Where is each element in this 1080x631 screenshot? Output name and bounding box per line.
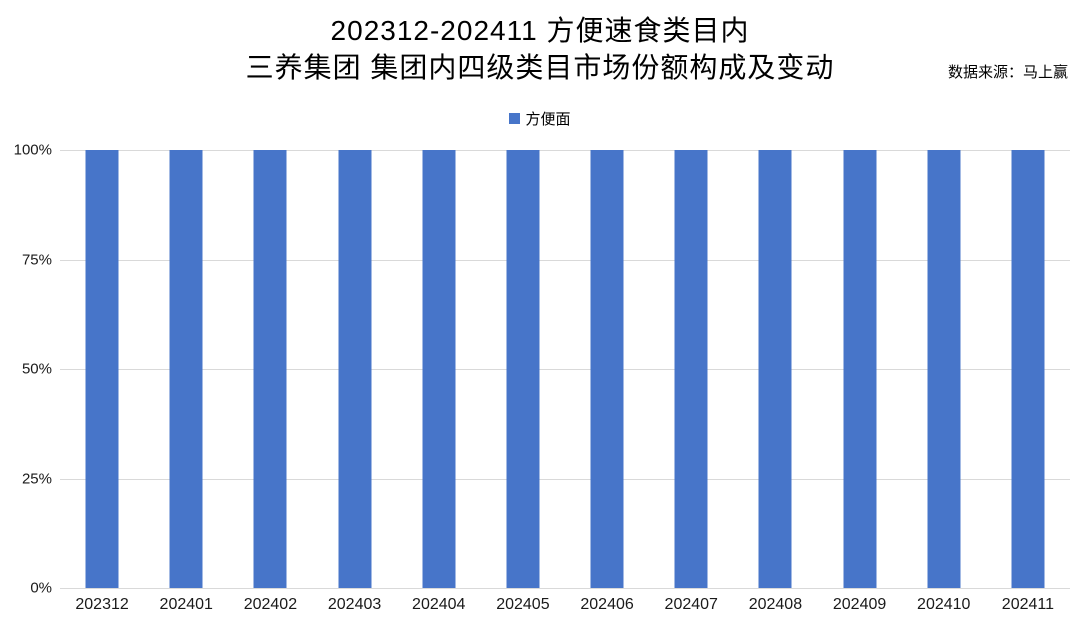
x-tick-label: 202312 — [75, 596, 129, 613]
x-tick-label: 202404 — [412, 596, 466, 613]
bar-202410 — [927, 150, 961, 588]
gridline — [60, 369, 1070, 370]
bar-202404 — [422, 150, 456, 588]
x-tick-label: 202401 — [159, 596, 213, 613]
legend-label: 方便面 — [525, 110, 571, 128]
gridline — [60, 588, 1070, 589]
bar-202312 — [85, 150, 119, 588]
y-tick-label: 50% — [21, 360, 52, 378]
legend: 方便面 — [0, 108, 1080, 129]
chart-title-line2: 三养集团 集团内四级类目市场份额构成及变动 — [245, 52, 835, 83]
bar-202409 — [843, 150, 877, 588]
x-tick-label: 202403 — [327, 596, 382, 613]
bar-chart: 0% 25% 50% 75% 100% — [0, 142, 1080, 597]
x-tick-label: 202409 — [832, 596, 887, 613]
chart-title-line1: 202312-202411 方便速食类目内 — [330, 15, 750, 46]
x-tick-label: 202411 — [1001, 596, 1055, 613]
bar-202408 — [758, 150, 792, 588]
x-tick-label: 202402 — [243, 596, 298, 613]
bar-202405 — [506, 150, 540, 588]
x-tick-label: 202410 — [917, 596, 971, 613]
plot-area — [60, 150, 1070, 589]
x-tick-label: 202407 — [664, 596, 718, 613]
bar-202411 — [1011, 150, 1045, 588]
chart-title: 202312-202411 方便速食类目内 三养集团 集团内四级类目市场份额构成… — [0, 12, 1080, 86]
y-tick-label: 100% — [13, 141, 52, 159]
gridline — [60, 150, 1070, 151]
data-source-note: 数据来源：马上赢 — [947, 63, 1068, 81]
bar-202406 — [590, 150, 624, 588]
x-tick-label: 202405 — [496, 596, 550, 613]
y-tick-label: 0% — [30, 579, 52, 597]
x-tick-label: 202408 — [748, 596, 803, 613]
bar-202403 — [338, 150, 372, 588]
legend-square-icon — [509, 113, 521, 124]
y-axis: 0% 25% 50% 75% 100% — [0, 142, 52, 597]
y-tick-label: 25% — [21, 470, 52, 487]
bar-202401 — [169, 150, 203, 588]
x-axis: 202312 202401 202402 202403 202404 202405 2024… — [60, 596, 1070, 618]
bar-202402 — [253, 150, 287, 588]
gridline — [60, 259, 1070, 261]
gridline — [60, 478, 1070, 480]
bar-202407 — [674, 150, 708, 588]
x-tick-label: 202406 — [580, 596, 634, 613]
y-tick-label: 75% — [21, 251, 52, 268]
